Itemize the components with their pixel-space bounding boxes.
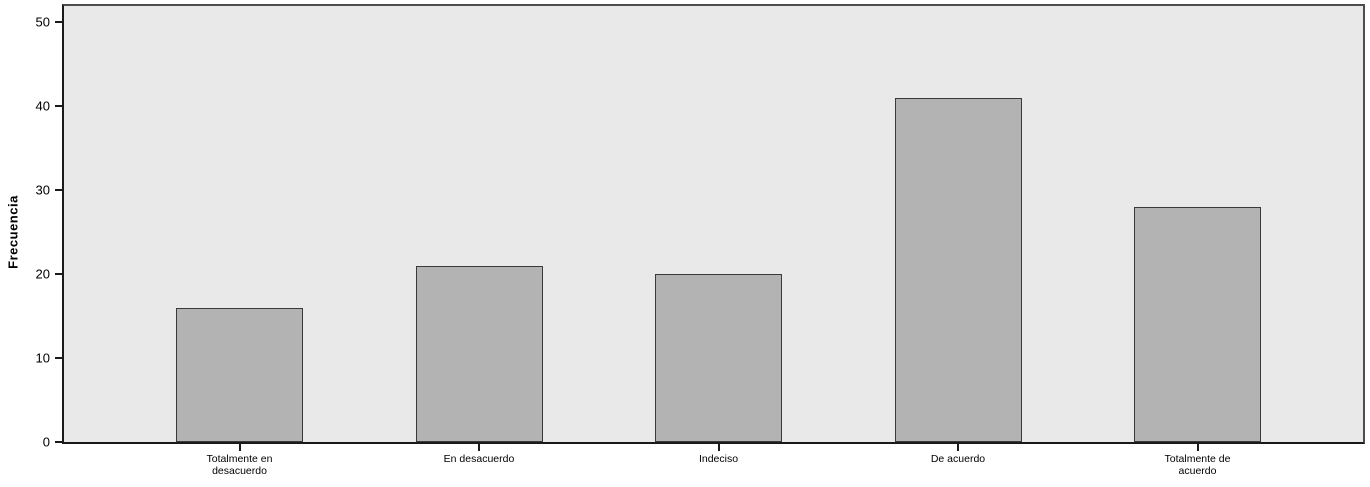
bar-5 — [1134, 206, 1261, 442]
x-category-label: Totalmente en desacuerdo — [206, 453, 273, 477]
y-axis-tick — [55, 105, 62, 107]
y-axis-tick — [55, 357, 62, 359]
x-category-label: De acuerdo — [930, 453, 986, 465]
y-axis-title: Frecuencia — [5, 195, 21, 269]
y-tick-label: 30 — [35, 182, 50, 198]
bar-2 — [415, 265, 543, 442]
x-axis-tick — [957, 444, 959, 451]
y-axis-tick — [55, 273, 62, 275]
bar-1 — [176, 307, 303, 442]
y-axis-tick — [55, 21, 62, 23]
bar-3 — [655, 274, 782, 442]
bar-4 — [894, 97, 1022, 442]
x-axis-tick — [478, 444, 480, 451]
y-axis-tick — [55, 441, 62, 443]
y-tick-label: 10 — [35, 350, 50, 366]
y-tick-label: 0 — [42, 434, 50, 450]
x-axis-tick — [1196, 444, 1199, 451]
y-tick-label: 40 — [35, 98, 50, 114]
y-tick-label: 50 — [35, 14, 50, 30]
x-axis-tick — [717, 444, 720, 451]
x-category-label: En desacuerdo — [443, 453, 515, 465]
x-axis-tick — [238, 444, 241, 451]
y-axis-tick — [55, 189, 62, 191]
y-tick-label: 20 — [35, 266, 50, 282]
x-category-label: Totalmente de acuerdo — [1164, 453, 1231, 477]
x-category-label: Indeciso — [698, 453, 739, 465]
